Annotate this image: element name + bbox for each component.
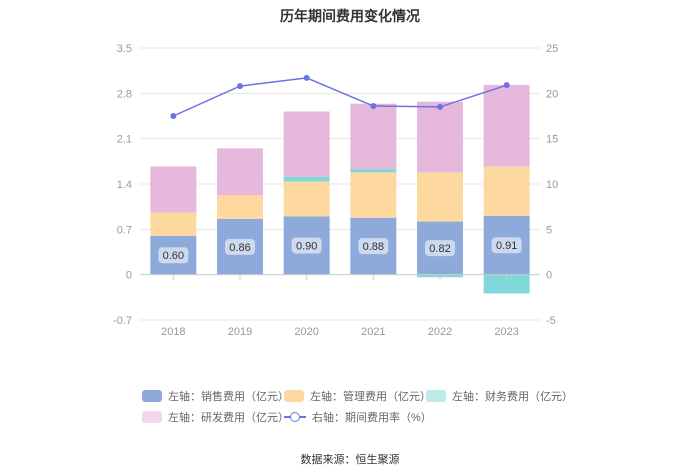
legend-item-admin[interactable]: 左轴：管理费用（亿元） (284, 388, 431, 404)
legend-label-finance: 左轴：财务费用（亿元） (452, 391, 573, 403)
bar-rnd-2021 (350, 103, 397, 170)
bar-finance-2021 (350, 169, 397, 173)
legend-label-rate: 右轴：期间费用率（%） (312, 412, 432, 424)
rate-point-2018 (170, 113, 177, 119)
bar-admin-2023 (483, 166, 530, 216)
legend-swatch-rate (284, 411, 306, 423)
legend-swatch-finance (426, 390, 446, 402)
left-tick-label: -0.7 (113, 315, 132, 327)
grid-lines (140, 47, 540, 321)
data-label-bg (291, 237, 322, 254)
data-label-bg (491, 237, 522, 254)
x-tick-label: 2023 (494, 326, 518, 338)
right-tick-label: 25 (546, 43, 558, 55)
legend-label-sales: 左轴：销售费用（亿元） (168, 391, 289, 403)
right-tick-label: 0 (546, 270, 552, 282)
legend-label-admin: 左轴：管理费用（亿元） (310, 391, 431, 403)
left-tick-label: 0 (126, 270, 132, 282)
legend-swatch-sales (142, 390, 162, 402)
bar-rnd-2018 (150, 166, 197, 213)
rate-point-2021 (370, 103, 377, 110)
right-tick-label: -5 (546, 315, 556, 327)
data-source: 数据来源：恒生聚源 (300, 454, 400, 466)
bar-rnd-2023 (483, 84, 530, 167)
chart-title: 历年期间费用变化情况 (280, 8, 420, 24)
left-tick-label: 2.8 (117, 88, 132, 100)
left-tick-label: 2.1 (117, 134, 132, 146)
bar-finance-2020 (283, 176, 330, 182)
x-tick-label: 2021 (361, 326, 385, 338)
data-label-sales-2018: 0.60 (163, 250, 184, 262)
right-tick-label: 20 (546, 88, 558, 100)
x-tick-label: 2022 (428, 326, 452, 338)
right-tick-label: 5 (546, 224, 552, 236)
legend-item-finance[interactable]: 左轴：财务费用（亿元） (426, 388, 573, 404)
legend-swatch-admin (284, 390, 304, 402)
right-tick-label: 10 (546, 179, 558, 191)
left-tick-label: 0.7 (117, 224, 132, 236)
data-label-bg (358, 238, 389, 255)
legend-item-rate[interactable]: 右轴：期间费用率（%） (284, 409, 432, 425)
data-label-bg (225, 238, 255, 255)
x-tick-label: 2019 (228, 326, 252, 338)
data-label-sales-2021: 0.88 (363, 241, 384, 253)
rate-point-2019 (237, 83, 243, 90)
x-tick-label: 2020 (294, 326, 318, 338)
bar-series (150, 84, 530, 294)
right-axis-ticks: -5 0 5 10 15 20 25 (546, 43, 558, 327)
bar-admin-2019 (217, 195, 263, 219)
x-tick-label: 2018 (161, 326, 185, 338)
bar-admin-2020 (283, 181, 330, 217)
rate-point-2020 (303, 74, 310, 81)
right-tick-label: 15 (546, 134, 558, 146)
rate-point-2023 (503, 82, 510, 89)
bar-admin-2021 (350, 172, 397, 218)
legend-item-sales[interactable]: 左轴：销售费用（亿元） (142, 388, 289, 404)
rate-line-path (173, 77, 507, 117)
rate-point-2022 (437, 103, 443, 110)
bar-admin-2018 (150, 212, 197, 236)
left-tick-label: 3.5 (117, 43, 132, 55)
expense-rate-line (170, 74, 510, 119)
bar-rnd-2022 (417, 101, 463, 173)
data-label-sales-2020: 0.90 (296, 241, 317, 253)
legend-item-rnd[interactable]: 左轴：研发费用（亿元） (142, 409, 289, 425)
legend-swatch-rnd (142, 411, 162, 423)
left-tick-label: 1.4 (117, 179, 132, 191)
bar-rnd-2019 (217, 148, 263, 196)
data-label-sales-2023: 0.91 (496, 240, 517, 252)
x-axis: 2018 2019 2020 2021 2022 2023 (140, 274, 540, 338)
data-label-sales-2019: 0.86 (229, 242, 250, 254)
bar-admin-2022 (417, 172, 463, 222)
bar-data-labels: 0.60 0.86 0.90 0.88 0.82 0.91 (158, 237, 522, 264)
left-axis-ticks: -0.7 0 0.7 1.4 2.1 2.8 3.5 (113, 43, 132, 327)
bar-rnd-2020 (283, 111, 330, 177)
data-label-bg (158, 247, 189, 264)
bar-finance-2023 (483, 274, 530, 294)
data-label-sales-2022: 0.82 (429, 243, 450, 255)
data-label-bg (425, 240, 455, 257)
legend-label-rnd: 左轴：研发费用（亿元） (168, 412, 289, 424)
